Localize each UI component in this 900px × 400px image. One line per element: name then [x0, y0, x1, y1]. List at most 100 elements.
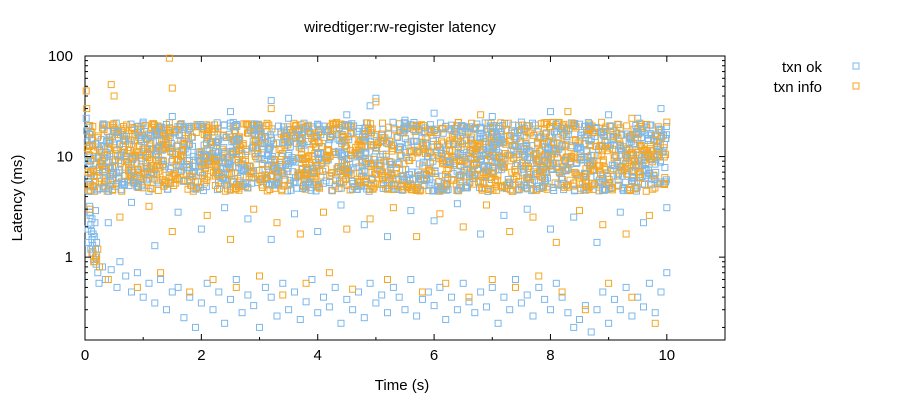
band-point [429, 137, 437, 145]
band-point [497, 153, 505, 161]
band-point [513, 173, 520, 181]
band-point [375, 161, 383, 169]
band-point [627, 157, 635, 165]
band-point [290, 132, 298, 140]
txn-ok-point [203, 279, 211, 287]
band-point [226, 122, 234, 130]
band-point [519, 169, 527, 177]
txn-ok-point [168, 113, 176, 120]
band-point [590, 152, 598, 160]
band-point [203, 176, 211, 184]
band-point [626, 186, 634, 194]
chart-title: wiredtiger:rw-register latency [303, 19, 496, 36]
band-point [637, 141, 645, 149]
band-point [339, 166, 347, 174]
band-point [419, 145, 427, 153]
band-point [563, 181, 570, 189]
txn-ok-point [250, 302, 258, 310]
band-point [293, 139, 300, 147]
band-point [259, 184, 266, 191]
band-point [578, 180, 586, 188]
txn-ok-point [587, 328, 595, 336]
band-point [161, 162, 169, 170]
band-point [639, 147, 647, 154]
txn-info-point [512, 283, 519, 291]
band-point [524, 165, 532, 172]
txn-ok-point [113, 283, 121, 291]
band-point [145, 132, 153, 140]
band-point [446, 146, 454, 154]
band-point [144, 149, 152, 157]
band-point [341, 151, 348, 159]
txn-info-point [564, 108, 572, 116]
band-point [175, 176, 183, 184]
txn-info-point [581, 306, 589, 314]
txn-ok-point [576, 316, 583, 323]
band-point [379, 184, 387, 192]
band-point [530, 131, 538, 139]
txn-ok-point [488, 113, 496, 120]
band-point [499, 163, 507, 171]
txn-ok-point [512, 276, 519, 283]
band-point [314, 149, 322, 157]
txn-ok-point [95, 279, 103, 287]
txn-ok-point [529, 312, 537, 320]
txn-ok-point [459, 122, 467, 130]
txn-ok-point [605, 319, 613, 327]
txn-ok-point [453, 306, 461, 314]
band-point [196, 157, 204, 165]
txn-info-point [628, 293, 636, 301]
band-point [578, 156, 586, 163]
band-point [457, 138, 465, 146]
txn-ok-point [325, 303, 333, 311]
band-point [460, 167, 468, 175]
band-point [279, 123, 287, 131]
band-point [617, 163, 625, 171]
band-point [360, 127, 368, 135]
band-point [160, 182, 168, 190]
txn-ok-point [547, 108, 554, 116]
txn-ok-point [645, 279, 653, 287]
band-point [520, 143, 528, 150]
band-point [425, 166, 433, 174]
band-point [131, 174, 139, 182]
band-point [577, 131, 585, 139]
band-point [610, 134, 617, 142]
band-point [392, 164, 400, 172]
legend-item-txn-info: txn info [774, 79, 860, 96]
txn-ok-point [424, 288, 432, 296]
band-point [654, 123, 662, 131]
band-point [547, 119, 555, 127]
band-point [248, 173, 255, 181]
band-point [511, 166, 519, 173]
band-point [505, 137, 513, 145]
band-point [94, 132, 102, 140]
band-point [388, 147, 396, 155]
txn-info-point [82, 87, 90, 95]
band-point [151, 121, 158, 129]
txn-info-point [442, 279, 450, 287]
txn-ok-point [477, 288, 485, 296]
band-point [612, 152, 620, 160]
x-axis-label: Time (s) [375, 377, 429, 394]
txn-ok-point [157, 276, 165, 283]
txn-ok-point [331, 283, 339, 291]
band-point [598, 118, 606, 126]
band-point [419, 158, 427, 166]
band-point [616, 142, 624, 150]
txn-ok-point [128, 288, 135, 296]
band-point [145, 174, 153, 182]
band-point [267, 131, 275, 139]
band-point [524, 155, 531, 163]
band-point [118, 181, 126, 189]
band-point [594, 152, 602, 160]
txn-ok-point [133, 269, 141, 277]
txn-ok-point [128, 198, 135, 206]
band-point [561, 183, 569, 191]
band-point [314, 183, 322, 191]
txn-ok-point [221, 319, 229, 327]
txn-ok-point [570, 213, 578, 221]
band-point [144, 170, 152, 178]
band-point [610, 162, 618, 170]
txn-ok-point [221, 204, 229, 212]
